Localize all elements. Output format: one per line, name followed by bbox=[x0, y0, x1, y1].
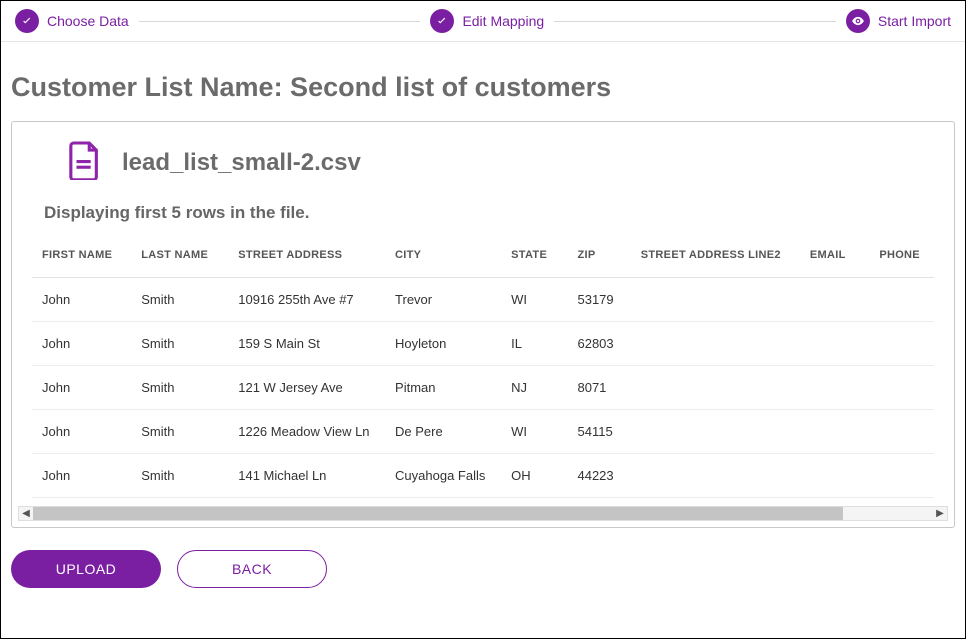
file-name: lead_list_small-2.csv bbox=[122, 149, 361, 177]
table-cell: 121 W Jersey Ave bbox=[228, 366, 385, 410]
preview-table: FIRST NAME LAST NAME STREET ADDRESS CITY… bbox=[32, 241, 934, 498]
table-row: JohnSmith1226 Meadow View LnDe PereWI541… bbox=[32, 410, 934, 454]
col-city: CITY bbox=[385, 241, 501, 278]
table-row: JohnSmith141 Michael LnCuyahoga FallsOH4… bbox=[32, 454, 934, 498]
table-cell: Smith bbox=[131, 410, 228, 454]
preview-note: Displaying first 5 rows in the file. bbox=[30, 203, 936, 241]
col-email: EMAIL bbox=[800, 241, 869, 278]
check-icon bbox=[430, 9, 454, 33]
table-cell bbox=[800, 410, 869, 454]
table-cell: Hoyleton bbox=[385, 322, 501, 366]
table-cell bbox=[800, 366, 869, 410]
table-scroll[interactable]: FIRST NAME LAST NAME STREET ADDRESS CITY… bbox=[32, 241, 934, 498]
step-edit-mapping[interactable]: Edit Mapping bbox=[430, 9, 544, 33]
horizontal-scrollbar[interactable]: ◀ ▶ bbox=[18, 506, 948, 521]
step-start-import[interactable]: Start Import bbox=[846, 9, 951, 33]
table-cell: 141 Michael Ln bbox=[228, 454, 385, 498]
table-cell bbox=[869, 278, 934, 322]
table-cell: OH bbox=[501, 454, 567, 498]
preview-panel: lead_list_small-2.csv Displaying first 5… bbox=[11, 121, 955, 528]
file-icon bbox=[68, 140, 102, 185]
table-row: JohnSmith121 W Jersey AvePitmanNJ8071 bbox=[32, 366, 934, 410]
table-cell: Pitman bbox=[385, 366, 501, 410]
table-cell: WI bbox=[501, 410, 567, 454]
table-cell: 53179 bbox=[567, 278, 630, 322]
table-cell: John bbox=[32, 366, 131, 410]
scroll-right-arrow-icon[interactable]: ▶ bbox=[933, 507, 947, 520]
step-choose-data[interactable]: Choose Data bbox=[15, 9, 129, 33]
table-cell: Smith bbox=[131, 366, 228, 410]
table-cell bbox=[631, 410, 800, 454]
table-cell: Smith bbox=[131, 454, 228, 498]
table-cell: John bbox=[32, 322, 131, 366]
scroll-thumb[interactable] bbox=[33, 507, 843, 520]
table-cell: Smith bbox=[131, 278, 228, 322]
table-cell: Smith bbox=[131, 322, 228, 366]
upload-button[interactable]: UPLOAD bbox=[11, 550, 161, 588]
main-content: Customer List Name: Second list of custo… bbox=[1, 42, 965, 598]
table-cell bbox=[800, 322, 869, 366]
table-cell: NJ bbox=[501, 366, 567, 410]
scroll-left-arrow-icon[interactable]: ◀ bbox=[19, 507, 33, 520]
table-cell bbox=[800, 278, 869, 322]
col-last-name: LAST NAME bbox=[131, 241, 228, 278]
back-button[interactable]: BACK bbox=[177, 550, 327, 588]
eye-icon bbox=[846, 9, 870, 33]
table-cell: 62803 bbox=[567, 322, 630, 366]
step-label: Start Import bbox=[878, 13, 951, 29]
table-cell bbox=[631, 454, 800, 498]
table-cell bbox=[631, 278, 800, 322]
col-first-name: FIRST NAME bbox=[32, 241, 131, 278]
table-cell: Cuyahoga Falls bbox=[385, 454, 501, 498]
table-cell bbox=[869, 454, 934, 498]
table-row: JohnSmith10916 255th Ave #7TrevorWI53179 bbox=[32, 278, 934, 322]
table-cell: 10916 255th Ave #7 bbox=[228, 278, 385, 322]
table-cell: Trevor bbox=[385, 278, 501, 322]
stepper: Choose Data Edit Mapping Start Import bbox=[1, 1, 965, 42]
col-phone: PHONE bbox=[869, 241, 934, 278]
step-label: Edit Mapping bbox=[462, 13, 544, 29]
step-label: Choose Data bbox=[47, 13, 129, 29]
table-cell: John bbox=[32, 454, 131, 498]
table-cell bbox=[869, 322, 934, 366]
table-cell bbox=[869, 366, 934, 410]
page-title: Customer List Name: Second list of custo… bbox=[11, 72, 955, 121]
table-cell bbox=[800, 454, 869, 498]
table-cell: 44223 bbox=[567, 454, 630, 498]
scroll-track[interactable] bbox=[33, 507, 933, 520]
col-street2: STREET ADDRESS LINE2 bbox=[631, 241, 800, 278]
step-divider bbox=[554, 21, 836, 22]
action-row: UPLOAD BACK bbox=[11, 528, 955, 588]
table-cell bbox=[869, 410, 934, 454]
step-divider bbox=[139, 21, 421, 22]
col-state: STATE bbox=[501, 241, 567, 278]
file-header: lead_list_small-2.csv bbox=[30, 136, 936, 203]
table-cell bbox=[631, 366, 800, 410]
table-cell: 8071 bbox=[567, 366, 630, 410]
table-cell: 159 S Main St bbox=[228, 322, 385, 366]
table-cell: IL bbox=[501, 322, 567, 366]
table-cell: John bbox=[32, 278, 131, 322]
table-cell: John bbox=[32, 410, 131, 454]
table-row: JohnSmith159 S Main StHoyletonIL62803 bbox=[32, 322, 934, 366]
table-cell: De Pere bbox=[385, 410, 501, 454]
col-zip: ZIP bbox=[567, 241, 630, 278]
table-cell bbox=[631, 322, 800, 366]
table-cell: 1226 Meadow View Ln bbox=[228, 410, 385, 454]
table-cell: WI bbox=[501, 278, 567, 322]
table-cell: 54115 bbox=[567, 410, 630, 454]
col-street: STREET ADDRESS bbox=[228, 241, 385, 278]
check-icon bbox=[15, 9, 39, 33]
table-header-row: FIRST NAME LAST NAME STREET ADDRESS CITY… bbox=[32, 241, 934, 278]
